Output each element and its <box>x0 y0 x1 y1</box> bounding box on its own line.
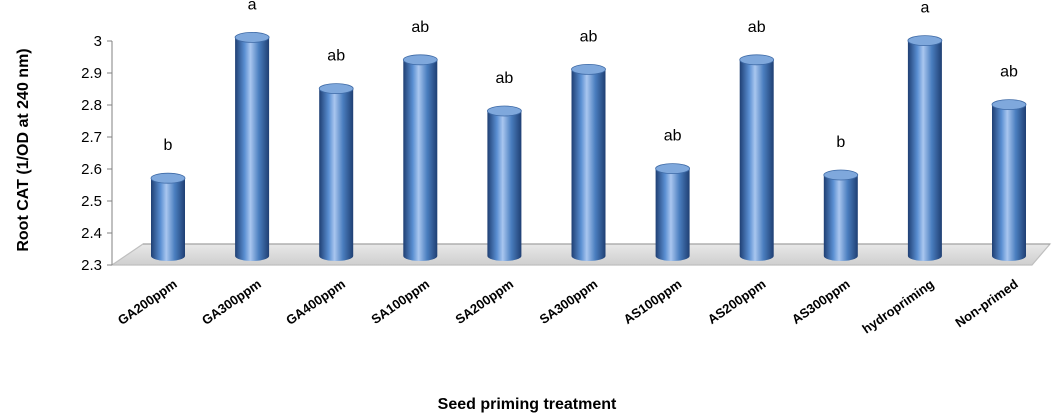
bar <box>486 105 522 261</box>
bar-body <box>487 111 522 261</box>
significance-label: a <box>920 0 929 17</box>
bar-top-cap <box>991 99 1027 110</box>
x-tick-label: GA200ppm <box>115 276 180 328</box>
bar-body <box>655 168 690 261</box>
significance-label: ab <box>748 19 766 36</box>
x-tick-label: AS200ppm <box>705 276 769 327</box>
x-tick-label: GA400ppm <box>283 276 348 328</box>
bar-top-cap <box>907 35 943 46</box>
bar-top-cap <box>150 172 186 184</box>
y-tick-label: 2.7 <box>81 129 102 146</box>
bar-top-cap <box>823 169 859 181</box>
significance-label: ab <box>580 28 598 45</box>
bar-top-cap <box>571 64 606 75</box>
data-labels: b a ab ab ab ab ab ab b a ab <box>164 0 1018 154</box>
bar-body <box>992 104 1026 261</box>
bar-top-cap <box>655 163 690 175</box>
y-tick-label: 3 <box>94 33 102 50</box>
x-tick-label: SA100ppm <box>368 276 432 327</box>
bar-body <box>403 59 438 261</box>
bar-body <box>823 175 858 261</box>
bar-top-cap <box>486 105 522 117</box>
significance-label: a <box>248 0 257 13</box>
significance-label: ab <box>411 19 429 36</box>
y-tick-label: 2.9 <box>81 65 102 82</box>
bar-body <box>739 59 774 261</box>
x-tick-label: AS100ppm <box>621 276 685 327</box>
y-axis-title: Root CAT (1/OD at 240 nm) <box>15 48 32 251</box>
bar-body <box>319 88 354 261</box>
x-tick-label: SA200ppm <box>452 276 516 327</box>
x-tick-label: GA300ppm <box>199 276 264 328</box>
bar-body <box>151 178 185 261</box>
bar-body <box>907 40 942 261</box>
bar <box>739 54 775 261</box>
bar <box>823 169 859 261</box>
x-tick-label: SA300ppm <box>537 276 601 327</box>
x-tick-label: AS300ppm <box>789 276 853 327</box>
significance-label: ab <box>496 70 514 87</box>
y-tick-label: 2.8 <box>81 97 102 114</box>
x-axis-tick-labels: GA200ppm GA300ppm GA400ppm SA100ppm SA200ppm… <box>115 276 1021 336</box>
significance-label: b <box>836 134 845 151</box>
bar <box>150 172 186 261</box>
bar <box>402 54 438 261</box>
y-tick-label: 2.5 <box>81 193 102 210</box>
bar-body <box>235 37 270 262</box>
bar <box>571 64 606 262</box>
bar <box>318 83 354 261</box>
bar <box>907 35 943 261</box>
bar-body <box>571 69 606 262</box>
bar-top-cap <box>739 54 775 66</box>
y-axis: 2.3 2.4 2.5 2.6 2.7 2.8 2.9 3 <box>81 33 113 274</box>
significance-label: ab <box>1000 64 1018 81</box>
bar-top-cap <box>318 83 354 94</box>
bars <box>150 32 1027 262</box>
significance-label: ab <box>327 48 345 65</box>
bar <box>234 32 270 262</box>
bar-top-cap <box>402 54 438 66</box>
x-axis-title: Seed priming treatment <box>438 396 617 413</box>
y-tick-label: 2.6 <box>81 161 102 178</box>
y-tick-label: 2.4 <box>81 225 102 242</box>
y-tick-label: 2.3 <box>81 257 102 274</box>
bar-top-cap <box>234 32 270 43</box>
bar <box>655 163 690 261</box>
significance-label: b <box>164 137 173 154</box>
x-tick-label: hydropriming <box>859 276 936 336</box>
significance-label: ab <box>664 128 682 145</box>
x-tick-label: Non-primed <box>952 276 1020 330</box>
bar <box>991 99 1027 261</box>
